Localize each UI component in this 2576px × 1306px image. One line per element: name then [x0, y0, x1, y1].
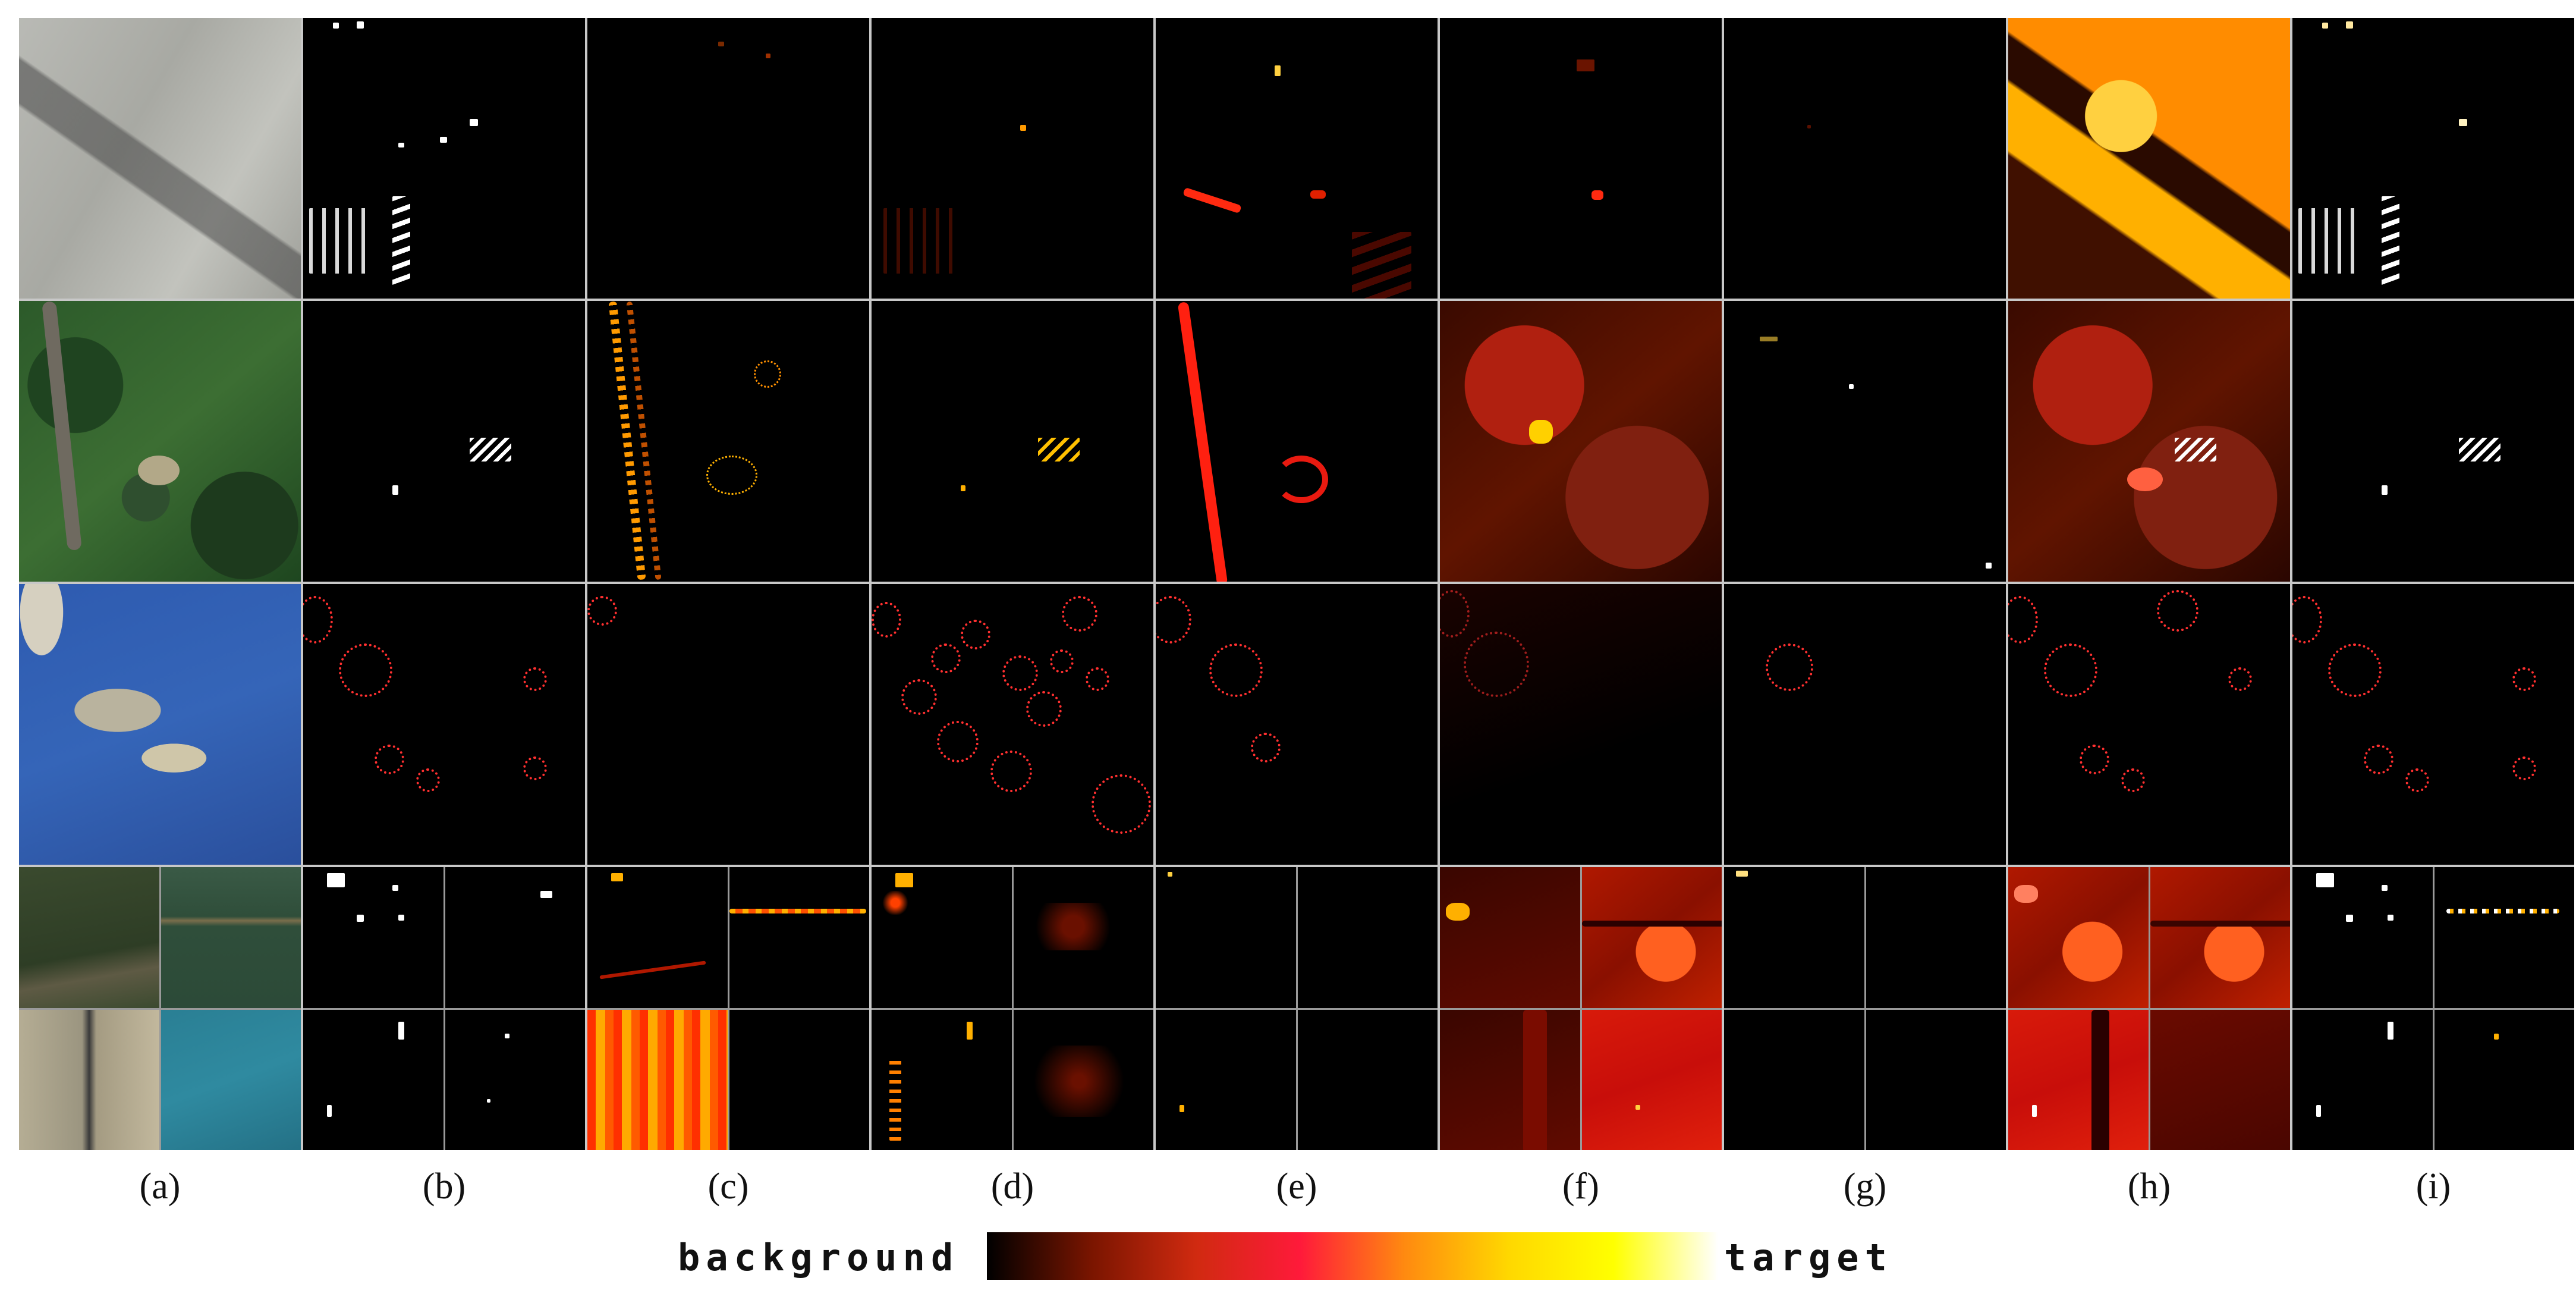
row3-method-d	[872, 584, 1153, 865]
column-label-c: (c)	[707, 1166, 749, 1207]
row1-method-h	[2008, 18, 2290, 299]
row3-method-e	[1156, 584, 1438, 865]
column-label-a: (a)	[139, 1166, 181, 1207]
row4-method-e	[1156, 867, 1438, 1150]
row1-method-d	[872, 18, 1153, 299]
column-label-b: (b)	[422, 1166, 466, 1207]
colorbar-gradient	[987, 1232, 1718, 1280]
colorbar-legend: background target	[678, 1232, 1914, 1280]
row2-method-e	[1156, 301, 1438, 582]
row4-method-f	[1440, 867, 1722, 1150]
row1-ground-truth	[303, 18, 585, 299]
row4-method-i	[2292, 867, 2574, 1150]
row1-method-e	[1156, 18, 1438, 299]
row4-input-image	[19, 867, 301, 1150]
row3-method-h	[2008, 584, 2290, 865]
row2-method-f	[1440, 301, 1722, 582]
row4-ground-truth	[303, 867, 585, 1150]
row4-method-d	[872, 867, 1153, 1150]
row2-method-g	[1724, 301, 2006, 582]
column-labels: (a) (b) (c) (d) (e) (f) (g) (h) (i)	[19, 1166, 2574, 1208]
row1-method-g	[1724, 18, 2006, 299]
row1-method-c	[587, 18, 869, 299]
row3-input-image	[19, 584, 301, 865]
row2-method-i	[2292, 301, 2574, 582]
column-label-h: (h)	[2127, 1166, 2171, 1207]
row4-method-h	[2008, 867, 2290, 1150]
row1-method-f	[1440, 18, 1722, 299]
row3-method-c	[587, 584, 869, 865]
colorbar-low-label: background	[678, 1236, 960, 1279]
column-label-g: (g)	[1843, 1166, 1887, 1207]
row3-ground-truth	[303, 584, 585, 865]
column-label-f: (f)	[1562, 1166, 1599, 1207]
row2-method-c	[587, 301, 869, 582]
row2-method-d	[872, 301, 1153, 582]
row4-method-g	[1724, 867, 2006, 1150]
colorbar-high-label: target	[1724, 1236, 1893, 1279]
row4-method-c	[587, 867, 869, 1150]
row3-method-f	[1440, 584, 1722, 865]
row1-method-i	[2292, 18, 2574, 299]
row1-input-image	[19, 18, 301, 299]
row3-method-i	[2292, 584, 2574, 865]
detection-results-grid	[19, 18, 2574, 1150]
column-label-d: (d)	[990, 1166, 1034, 1207]
column-label-e: (e)	[1276, 1166, 1317, 1207]
row2-method-h	[2008, 301, 2290, 582]
row2-input-image	[19, 301, 301, 582]
row3-method-g	[1724, 584, 2006, 865]
column-label-i: (i)	[2415, 1166, 2451, 1207]
row2-ground-truth	[303, 301, 585, 582]
